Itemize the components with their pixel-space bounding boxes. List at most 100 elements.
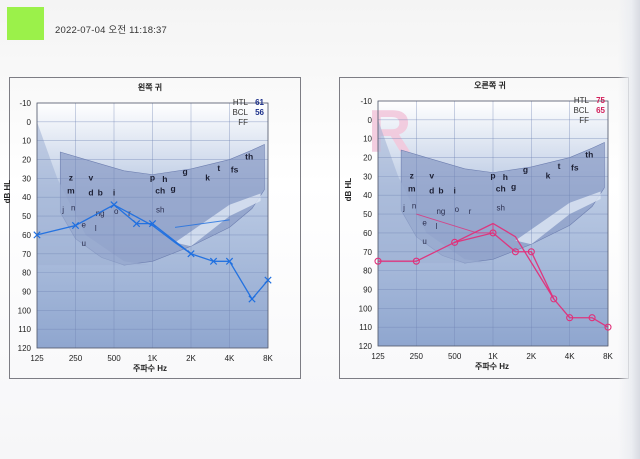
y-tick-label: 60: [22, 231, 31, 240]
y-tick-label: 110: [359, 323, 372, 332]
y-tick-label: 100: [359, 304, 373, 313]
speech-sound-label: b: [438, 185, 443, 195]
legend-htl-label: HTL: [233, 98, 249, 107]
plot-border: [36, 102, 269, 349]
air-conduction-line: [36, 203, 269, 301]
speech-sound-label: k: [546, 170, 551, 180]
x-tick-label: 250: [69, 354, 83, 363]
speech-sound-label: v: [89, 172, 94, 182]
threshold-marker-x: [225, 257, 234, 265]
speech-sound-label: o: [114, 207, 119, 216]
legend-bcl-label: BCL: [232, 108, 248, 117]
x-tick-label: 500: [107, 354, 121, 363]
threshold-marker-o: [550, 295, 558, 303]
left-panel-frame: [9, 77, 301, 379]
y-tick-label: 20: [22, 156, 31, 165]
threshold-marker-x: [209, 257, 218, 265]
speech-sound-label: th: [585, 150, 593, 160]
threshold-marker-o: [588, 314, 596, 322]
y-tick-label: 90: [22, 287, 31, 296]
y-tick-label: 70: [22, 250, 31, 259]
masked-threshold-line: [113, 204, 192, 255]
speech-sound-label: th: [245, 152, 253, 162]
speech-sound-label: m: [408, 183, 416, 193]
speech-sound-label: z: [69, 172, 73, 182]
plot-border: [377, 100, 609, 347]
x-tick-label: 125: [371, 352, 385, 361]
speech-sound-label: i: [113, 187, 115, 197]
speech-sound-label: z: [410, 170, 414, 180]
threshold-marker-x: [110, 201, 118, 209]
y-tick-label: 10: [22, 137, 31, 146]
page-edge: [618, 0, 640, 459]
x-tick-label: 250: [410, 352, 424, 361]
speech-sound-label: g: [183, 167, 188, 177]
threshold-marker-o: [527, 248, 535, 256]
y-tick-label: 0: [368, 116, 373, 125]
speech-sound-label: m: [67, 185, 75, 195]
legend-htl-value: 75: [596, 96, 605, 105]
legend-htl-label: HTL: [574, 96, 590, 105]
speech-sound-label: v: [429, 170, 434, 180]
bone-conduction-line: [416, 213, 494, 234]
x-tick-label: 1K: [148, 354, 158, 363]
x-tick-label: 2K: [186, 354, 196, 363]
y-tick-label: 10: [363, 135, 372, 144]
shadow-area: [378, 119, 493, 264]
threshold-marker-o: [412, 257, 420, 265]
threshold-marker-o: [374, 257, 382, 265]
speech-sound-label: t: [558, 161, 561, 171]
threshold-marker-x: [264, 276, 272, 284]
speech-sound-label: s: [234, 165, 239, 175]
speech-sound-label: j: [402, 203, 405, 212]
legend-bcl-value: 65: [596, 106, 605, 115]
y-axis-label: dB HL: [344, 178, 353, 202]
speech-sound-label: b: [98, 187, 103, 197]
speech-sound-label: d: [429, 185, 434, 195]
light-area: [175, 193, 261, 247]
shadow-area: [37, 121, 153, 266]
y-tick-label: 110: [18, 325, 31, 334]
speech-sound-label: t: [217, 163, 220, 173]
y-tick-label: 120: [18, 344, 32, 353]
y-tick-label: 50: [22, 212, 31, 221]
speech-sound-label: g: [171, 184, 176, 194]
legend-htl-value: 61: [255, 98, 264, 107]
y-tick-label: 20: [363, 154, 372, 163]
threshold-marker-x: [148, 219, 157, 228]
speech-sound-label: i: [453, 185, 455, 195]
y-tick-label: 40: [22, 193, 31, 202]
masked-threshold-line: [454, 222, 555, 300]
y-tick-label: 80: [363, 267, 372, 276]
speech-sound-label: l: [436, 222, 438, 231]
chart-title: 왼쪽 귀: [138, 82, 162, 92]
speech-sound-label: e: [422, 218, 427, 227]
bone-conduction-line: [174, 219, 230, 228]
threshold-marker-o: [511, 248, 519, 256]
y-axis-label: dB HL: [3, 180, 12, 204]
sticky-note: [7, 7, 44, 40]
speech-sound-label: h: [503, 172, 508, 182]
legend-bcl-label: BCL: [573, 106, 589, 115]
x-tick-label: 1K: [488, 352, 498, 361]
y-tick-label: 80: [22, 269, 31, 278]
legend-ff-label: FF: [238, 118, 248, 127]
speech-sound-label: r: [469, 207, 472, 216]
x-axis-label: 주파수 Hz: [475, 361, 509, 371]
threshold-marker-o: [566, 314, 574, 322]
legend-bcl-value: 56: [255, 108, 264, 117]
y-tick-label: -10: [19, 99, 31, 108]
speech-sound-label: h: [162, 174, 167, 184]
chart-title: 오른쪽 귀: [474, 80, 506, 90]
speech-sound-label: k: [205, 172, 210, 182]
speech-sound-label: u: [82, 239, 86, 248]
light-area: [515, 191, 601, 245]
report-timestamp: 2022-07-04 오전 11:18:37: [55, 25, 168, 36]
x-tick-label: 2K: [526, 352, 536, 361]
y-tick-label: 70: [363, 248, 372, 257]
y-tick-label: 0: [27, 118, 32, 127]
speech-sound-label: s: [574, 163, 579, 173]
x-tick-label: 500: [448, 352, 462, 361]
